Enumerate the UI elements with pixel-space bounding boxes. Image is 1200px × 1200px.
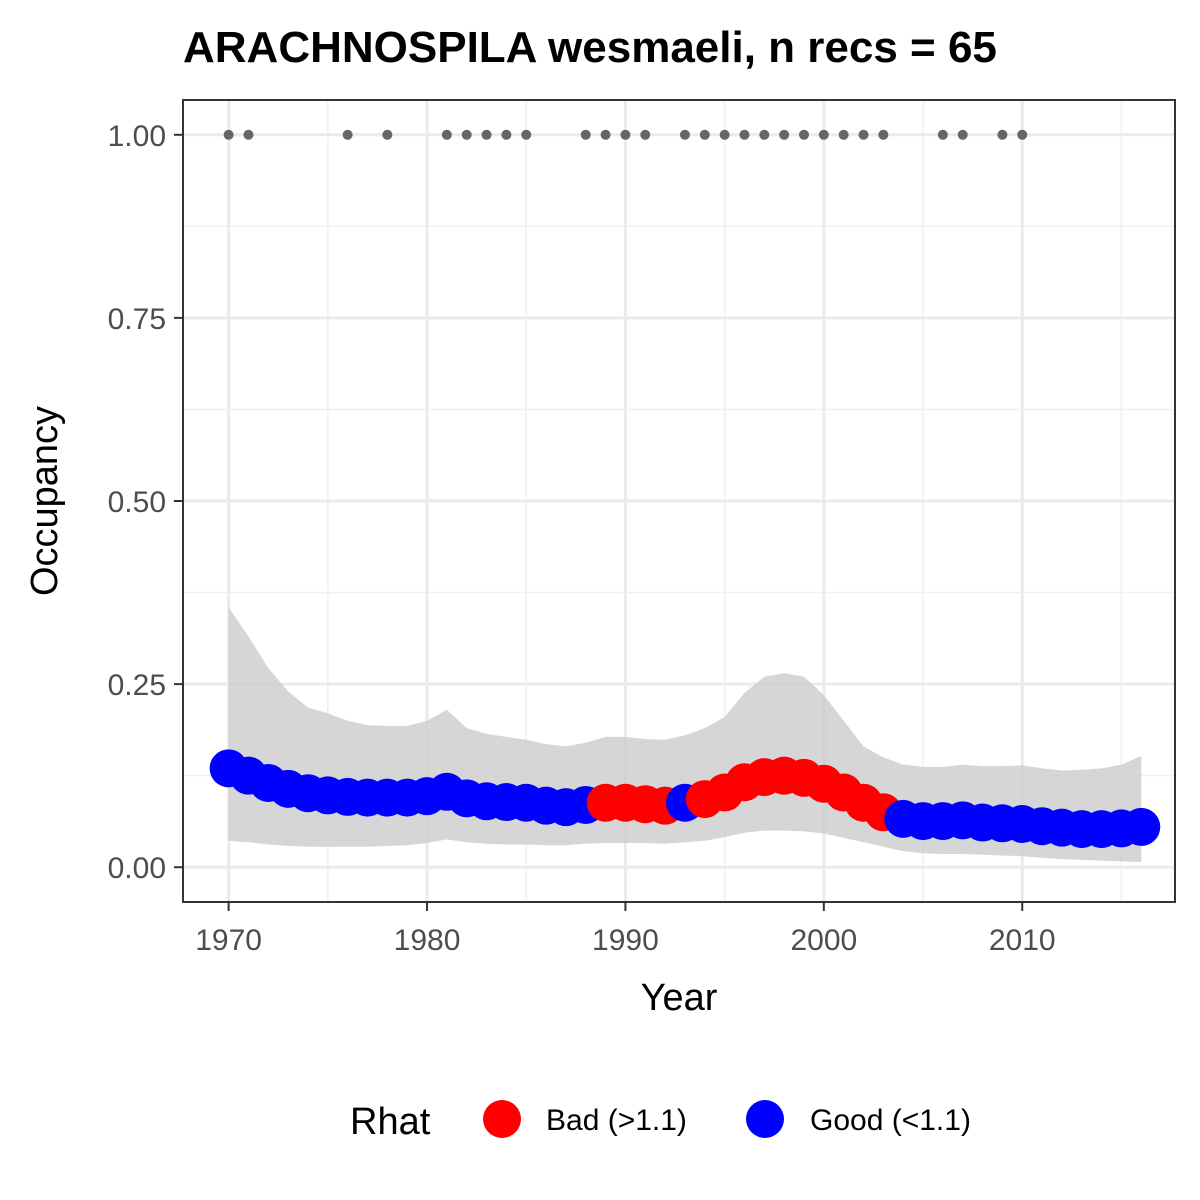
record-point [481,129,492,140]
record-point [798,129,809,140]
record-point [997,129,1008,140]
legend-title: Rhat [350,1101,431,1143]
y-tick-label: 0.50 [108,486,166,519]
record-point [501,129,512,140]
x-tick-label: 2000 [790,924,857,957]
record-point [838,129,849,140]
record-point [779,129,790,140]
record-point [957,129,968,140]
record-point [382,129,393,140]
x-tick-label: 2010 [989,924,1056,957]
record-point [878,129,889,140]
x-axis-title: Year [641,977,718,1019]
legend-label-bad: Bad (>1.1) [546,1104,687,1137]
record-point [759,129,770,140]
record-point [739,129,750,140]
record-point [521,129,532,140]
x-tick-label: 1980 [394,924,461,957]
record-point [600,129,611,140]
record-point [937,129,948,140]
legend: Rhat Bad (>1.1) Good (<1.1) [350,1100,971,1143]
record-point [342,129,353,140]
legend-key-good [746,1100,784,1138]
record-point [461,129,472,140]
y-tick-label: 0.75 [108,303,166,336]
axes: 1970 1980 1990 2000 2010 0.00 0.25 0.50 0.75 1.00 [108,120,1056,957]
record-point [441,129,452,140]
record-point [620,129,631,140]
y-tick-label: 0.00 [108,852,166,885]
record-point [580,129,591,140]
y-tick-label: 0.25 [108,669,166,702]
occupancy-points [209,749,1161,849]
record-point [223,129,234,140]
y-axis-title: Occupancy [24,406,66,596]
plot-area [182,99,1176,903]
record-point [1017,129,1028,140]
chart-title: ARACHNOSPILA wesmaeli, n recs = 65 [183,23,997,72]
legend-label-good: Good (<1.1) [810,1104,971,1137]
x-tick-label: 1970 [195,924,262,957]
record-point [640,129,651,140]
record-point [818,129,829,140]
record-point [719,129,730,140]
records-points [223,129,1028,140]
legend-key-bad [483,1100,521,1138]
y-tick-label: 1.00 [108,120,166,153]
record-point [858,129,869,140]
record-point [679,129,690,140]
record-point [699,129,710,140]
record-point [243,129,254,140]
x-tick-label: 1990 [592,924,659,957]
occupancy-point-good [1122,807,1161,846]
